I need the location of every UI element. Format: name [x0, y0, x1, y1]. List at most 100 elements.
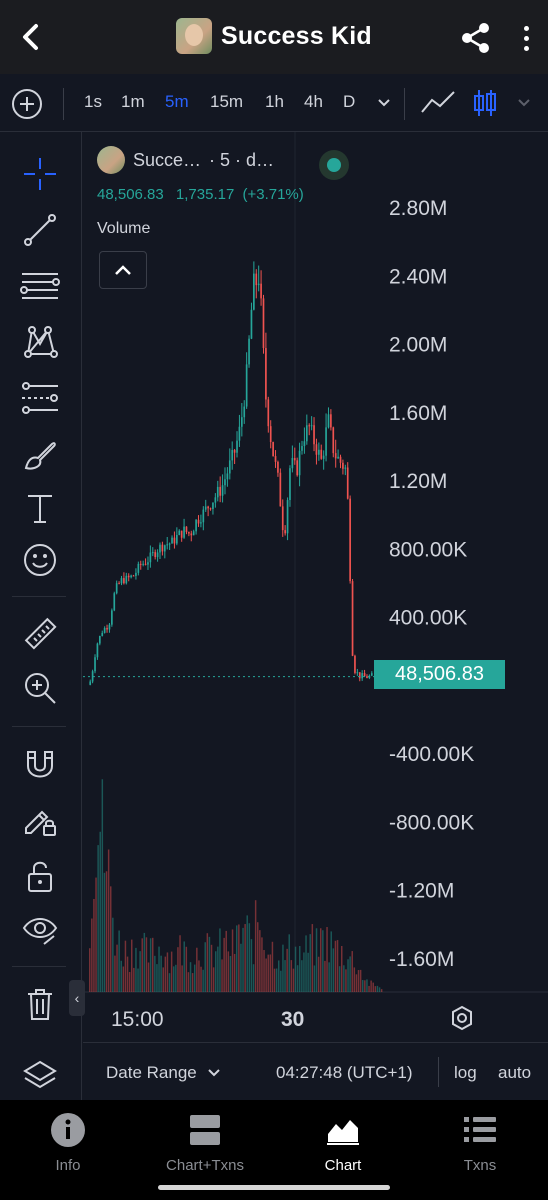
- settings-gear-icon[interactable]: [449, 1005, 475, 1031]
- candle-body: [293, 457, 296, 461]
- volume-bar: [126, 956, 129, 992]
- volume-bar: [368, 985, 370, 992]
- volume-bar: [359, 969, 362, 992]
- candle-body: [231, 450, 234, 461]
- nav-info[interactable]: Info: [8, 1112, 128, 1174]
- volume-bar: [328, 962, 330, 992]
- home-indicator: [158, 1185, 390, 1190]
- text-tool[interactable]: [20, 488, 60, 528]
- volume-bar: [227, 951, 230, 992]
- candle-body: [171, 537, 173, 544]
- price-chart[interactable]: 2.80M 2.40M 2.00M 1.60M 1.20M 800.00K 400.00K -…: [83, 132, 548, 1042]
- emoji-tool[interactable]: [20, 540, 60, 580]
- lock-drawings-tool[interactable]: [20, 800, 60, 840]
- nav-chart[interactable]: Chart: [283, 1112, 403, 1174]
- interval-1h[interactable]: 1h: [265, 92, 284, 111]
- nav-chart-txns[interactable]: Chart+Txns: [145, 1112, 265, 1174]
- chart-pane[interactable]: 2.80M 2.40M 2.00M 1.60M 1.20M 800.00K 400.00K -…: [83, 132, 548, 1042]
- candle-body: [180, 530, 183, 538]
- candle-body: [96, 643, 99, 658]
- line-chart-icon[interactable]: [420, 88, 458, 118]
- crosshair-tool[interactable]: [20, 154, 60, 194]
- forecast-tool[interactable]: [20, 378, 60, 418]
- volume-bar: [288, 934, 290, 992]
- nav-txns[interactable]: Txns: [420, 1112, 540, 1174]
- unlock-tool[interactable]: [20, 856, 60, 896]
- measure-tool[interactable]: [20, 614, 60, 654]
- volume-bar: [324, 960, 326, 992]
- nav-label: Chart: [324, 1157, 362, 1174]
- candle-body: [221, 485, 224, 496]
- auto-scale-toggle[interactable]: auto: [498, 1063, 532, 1082]
- candles-icon[interactable]: [472, 88, 498, 118]
- legend-change-pct: (+3.71%): [242, 186, 304, 203]
- chevron-down-icon[interactable]: [207, 1067, 221, 1079]
- candle-body: [303, 441, 306, 447]
- candle-body: [344, 467, 347, 469]
- brush-tool[interactable]: [20, 434, 60, 474]
- volume-bar: [303, 952, 305, 992]
- candle-body: [327, 414, 330, 428]
- hide-drawings-tool[interactable]: [20, 910, 60, 950]
- token-avatar: [176, 18, 212, 54]
- volume-bar: [307, 952, 309, 992]
- interval-1m[interactable]: 1m: [121, 92, 145, 111]
- pattern-tool[interactable]: [20, 322, 60, 362]
- volume-bar: [179, 935, 181, 992]
- crosshair-icon: [24, 158, 56, 190]
- candle-body: [144, 563, 147, 565]
- candle-body: [163, 545, 166, 552]
- log-scale-toggle[interactable]: log: [454, 1063, 477, 1082]
- interval-d[interactable]: D: [343, 92, 356, 111]
- nav-label: Txns: [463, 1157, 497, 1174]
- collapse-legend-button[interactable]: [99, 251, 147, 289]
- volume-bar: [170, 951, 173, 992]
- candle-body: [197, 519, 200, 524]
- candle-body: [318, 449, 320, 455]
- market-status-indicator: [319, 150, 349, 180]
- more-menu-button[interactable]: [514, 20, 538, 56]
- horizontal-lines-icon: [20, 273, 60, 299]
- trend-line-tool[interactable]: [20, 210, 60, 250]
- candle-body: [339, 456, 342, 463]
- volume-bar: [183, 941, 185, 992]
- volume-bar: [275, 968, 278, 992]
- delete-drawings-tool[interactable]: [20, 984, 60, 1024]
- volume-bar: [194, 964, 196, 992]
- chevron-down-icon[interactable]: [516, 94, 532, 110]
- volume-bar: [248, 923, 251, 992]
- volume-bar: [200, 966, 202, 992]
- volume-bar: [330, 931, 332, 992]
- candle-body: [149, 552, 152, 563]
- candle-body: [216, 486, 219, 498]
- interval-4h[interactable]: 4h: [304, 92, 323, 111]
- volume-bar: [103, 872, 106, 992]
- volume-bar: [317, 956, 320, 992]
- timezone-clock[interactable]: 04:27:48 (UTC+1): [276, 1063, 413, 1082]
- interval-15m[interactable]: 15m: [210, 92, 244, 111]
- interval-5m[interactable]: 5m: [165, 92, 189, 111]
- fib-tool[interactable]: [20, 266, 60, 306]
- time-axis-label: 30: [281, 1008, 305, 1031]
- volume-bar: [294, 946, 297, 992]
- collapse-toolbar-button[interactable]: ‹: [69, 980, 85, 1016]
- share-button[interactable]: [458, 20, 494, 56]
- volume-bar: [378, 987, 381, 992]
- magnet-tool[interactable]: [20, 744, 60, 784]
- chevron-left-icon: ‹: [74, 990, 80, 1006]
- candle-body: [289, 468, 291, 501]
- volume-bar: [280, 970, 282, 992]
- volume-bar: [149, 938, 152, 992]
- interval-1s[interactable]: 1s: [84, 92, 102, 111]
- add-indicator-button[interactable]: [12, 89, 42, 119]
- back-button[interactable]: [14, 20, 48, 54]
- layers-tool[interactable]: [20, 1056, 60, 1096]
- divider: [12, 726, 66, 727]
- zoom-tool[interactable]: [20, 668, 60, 708]
- volume-bar: [353, 967, 356, 992]
- chevron-down-icon[interactable]: [376, 94, 392, 110]
- date-range-button[interactable]: Date Range: [106, 1063, 197, 1082]
- unlock-icon: [28, 861, 52, 892]
- volume-bar: [322, 930, 324, 992]
- candle-body: [265, 348, 267, 400]
